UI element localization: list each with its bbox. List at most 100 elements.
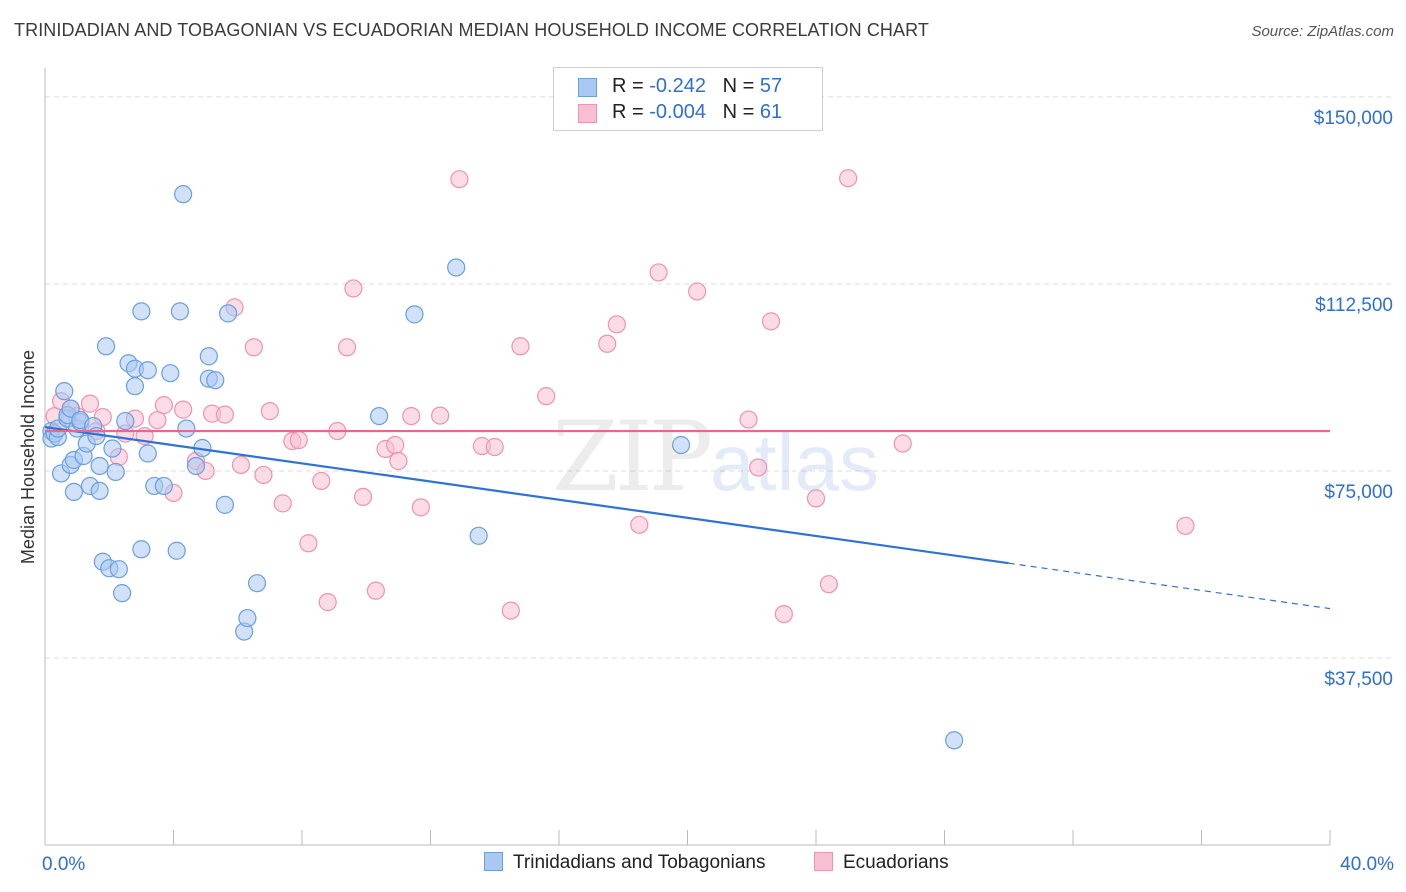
trinidadians-points bbox=[42, 185, 964, 750]
bottom-legend-swatch-pink bbox=[814, 852, 833, 871]
legend-r-label: R = bbox=[612, 75, 650, 97]
trinidadians-point bbox=[405, 305, 424, 324]
axes bbox=[44, 68, 1331, 846]
y-axis-tick-labels: $37,500 $75,000 $112,500 $150,000 bbox=[1314, 108, 1393, 690]
trinidadians-point bbox=[109, 560, 128, 579]
trinidadians-point bbox=[90, 456, 109, 476]
ecuadorians-point bbox=[402, 406, 421, 426]
ecuadorians-point bbox=[299, 534, 318, 553]
watermark-atlas: atlas bbox=[710, 418, 879, 507]
bottom-legend-trinidadians: Trinidadians and Tobagonians bbox=[484, 852, 765, 874]
trinidadians-point bbox=[370, 406, 389, 426]
legend-swatch-blue bbox=[578, 78, 597, 97]
bottom-legend-ecuadorians: Ecuadorians bbox=[814, 852, 949, 874]
ecuadorians-point bbox=[174, 400, 193, 419]
ecuadorians-point bbox=[244, 338, 263, 357]
ecuadorians-point bbox=[1176, 516, 1195, 535]
ecuadorians-point bbox=[598, 334, 617, 353]
ecuadorians-point bbox=[607, 315, 626, 334]
ecuadorians-point bbox=[231, 455, 251, 475]
y-tick-label: $112,500 bbox=[1315, 295, 1393, 316]
ecuadorians-point bbox=[501, 601, 520, 620]
legend-n-label: N = bbox=[722, 101, 760, 123]
trend-lines bbox=[44, 425, 1331, 610]
ecuadorians-point bbox=[431, 406, 450, 425]
trinidadians-point bbox=[174, 185, 193, 204]
chart-title: TRINIDADIAN AND TOBAGONIAN VS ECUADORIAN… bbox=[14, 20, 929, 40]
trinidadians-point bbox=[112, 584, 132, 603]
ecuadorians-point bbox=[893, 434, 912, 453]
ecuadorians-point bbox=[761, 312, 781, 331]
legend-r-label: R = bbox=[612, 101, 650, 123]
trinidadians-point bbox=[106, 462, 125, 482]
trinidadians-point bbox=[238, 608, 257, 628]
trinidadians-point bbox=[138, 361, 157, 380]
ecuadorians-point bbox=[806, 489, 826, 508]
trinidadians-point bbox=[138, 444, 157, 463]
y-tick-label: $75,000 bbox=[1324, 482, 1393, 503]
source-label: Source: ZipAtlas.com bbox=[1251, 23, 1394, 40]
ecuadorians-points bbox=[45, 169, 1195, 624]
trinidadians-point bbox=[154, 476, 173, 496]
bottom-legend-swatch-blue bbox=[484, 852, 503, 871]
bottom-legend-label: Trinidadians and Tobagonians bbox=[513, 852, 766, 873]
x-tick-label-max: 40.0% bbox=[1340, 854, 1394, 875]
ecuadorians-point bbox=[819, 575, 838, 594]
ecuadorians-point bbox=[148, 410, 167, 430]
legend-n-value: 57 bbox=[759, 75, 783, 97]
trinidadians-point bbox=[186, 456, 206, 476]
trinidadians-point bbox=[132, 540, 151, 559]
ecuadorians-point bbox=[389, 451, 408, 471]
watermark-zip: ZIP bbox=[552, 401, 711, 513]
trinidadians-point bbox=[132, 302, 151, 321]
ecuadorians-point bbox=[337, 338, 357, 357]
ecuadorians-point bbox=[366, 581, 385, 600]
legend-n-value: 61 bbox=[759, 101, 783, 123]
x-tick-label-min: 0.0% bbox=[42, 854, 85, 875]
trinidadians-point bbox=[199, 347, 218, 366]
ecuadorians-point bbox=[649, 263, 668, 282]
ecuadorians-point bbox=[215, 405, 234, 424]
trinidadians-point bbox=[90, 481, 109, 501]
trinidadians-trend-extension bbox=[1008, 562, 1331, 610]
trinidadians-point bbox=[177, 419, 196, 438]
grid-lines bbox=[45, 96, 1395, 659]
trinidadians-point bbox=[125, 377, 145, 396]
ecuadorians-point bbox=[254, 465, 273, 485]
ecuadorians-point bbox=[312, 471, 331, 491]
legend-r-value: -0.004 bbox=[649, 101, 706, 123]
trinidadians-point bbox=[161, 364, 180, 383]
trinidadians-point bbox=[55, 382, 74, 401]
x-axis-tick-labels: 0.0% 40.0% bbox=[42, 854, 1394, 875]
legend-swatch-pink bbox=[578, 104, 597, 123]
ecuadorians-point bbox=[511, 337, 530, 356]
ecuadorians-point bbox=[839, 169, 858, 188]
ecuadorians-point bbox=[537, 387, 556, 406]
y-tick-label: $150,000 bbox=[1314, 108, 1393, 129]
correlation-legend: R = -0.242 N = 57 R = -0.004 N = 61 bbox=[553, 67, 823, 131]
trinidadians-point bbox=[206, 371, 225, 390]
ecuadorians-point bbox=[411, 498, 430, 517]
trinidadians-point bbox=[671, 435, 691, 455]
ecuadorians-point bbox=[273, 494, 292, 513]
trinidadians-point bbox=[96, 337, 116, 356]
ecuadorians-point bbox=[749, 458, 768, 477]
trinidadians-point bbox=[447, 258, 466, 277]
trinidadians-point bbox=[247, 574, 267, 593]
trinidadians-point bbox=[215, 495, 234, 514]
ecuadorians-point bbox=[260, 402, 279, 421]
ecuadorians-point bbox=[353, 487, 373, 506]
y-axis-title: Median Household Income bbox=[18, 350, 38, 564]
ecuadorians-point bbox=[154, 396, 173, 415]
ecuadorians-point bbox=[739, 410, 758, 429]
trinidadians-point bbox=[64, 482, 84, 502]
bottom-legend-label: Ecuadorians bbox=[843, 852, 949, 873]
legend-r-value: -0.242 bbox=[649, 75, 706, 97]
trinidadians-point bbox=[469, 526, 488, 545]
y-tick-label: $37,500 bbox=[1324, 669, 1393, 690]
ecuadorians-point bbox=[688, 282, 707, 301]
trinidadians-point bbox=[167, 541, 186, 560]
ecuadorians-point bbox=[318, 593, 337, 612]
trinidadians-point bbox=[219, 304, 238, 323]
